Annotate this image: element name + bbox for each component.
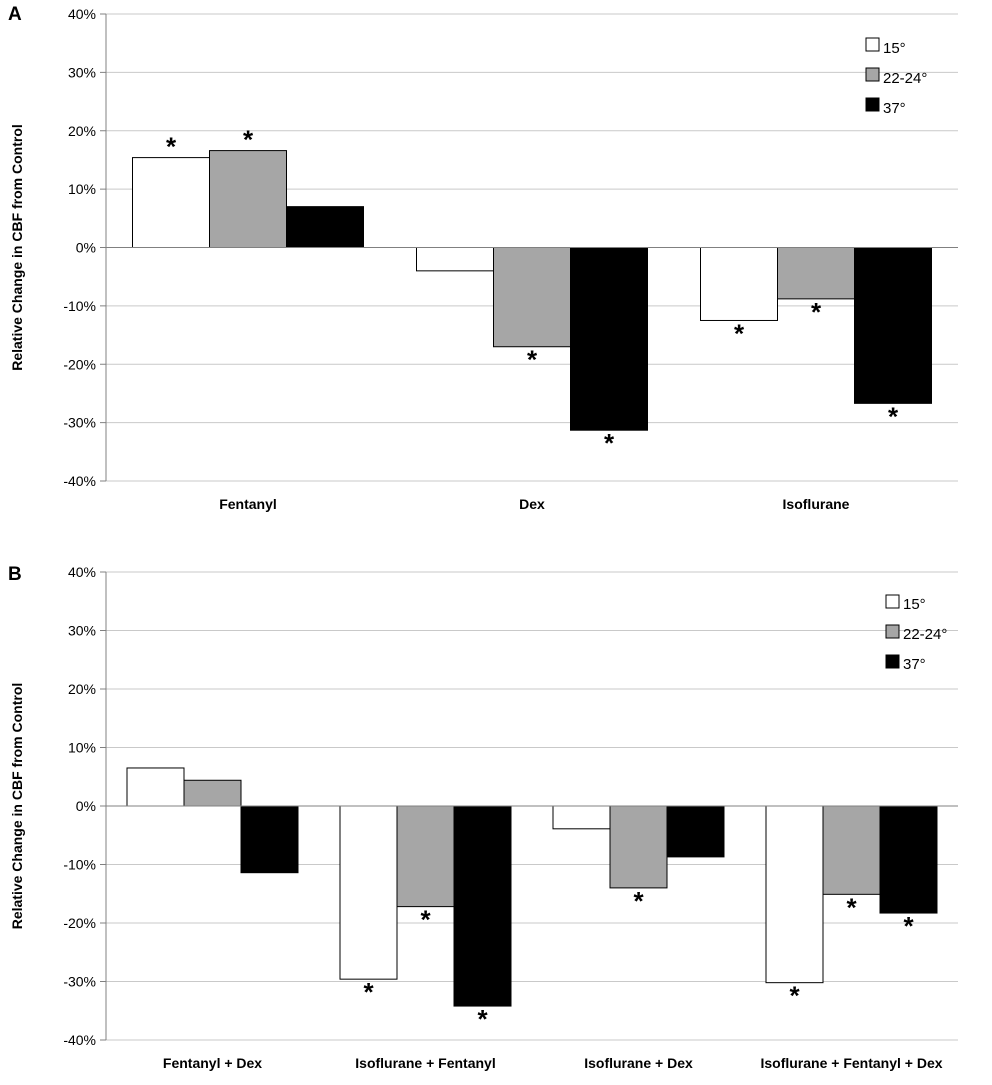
bar [240,805,299,874]
legend-label: 37° [903,656,926,673]
category-label: Dex [519,496,545,512]
bar [286,206,364,248]
legend-label: 15° [883,40,906,57]
significance-star: * [243,125,254,155]
legend-swatch [865,67,880,82]
y-tick-label: 40% [68,564,96,580]
legend-swatch [885,624,900,639]
category-label: Isoflurane + Fentanyl + Dex [760,1055,942,1071]
bar [609,805,668,889]
panel-label: A [8,4,22,25]
panel-b-chart: B 40% 30% 20% 10% 0% -10% -20% -30% -40% Relative … [8,564,958,1071]
bar [493,247,571,348]
y-tick-label: 30% [68,623,96,639]
y-tick-label: -30% [63,974,96,990]
significance-star: * [420,905,431,935]
bar [339,805,398,980]
category-label: Isoflurane [783,496,850,512]
bar [552,805,611,830]
y-tick-label: 20% [68,681,96,697]
bar [126,767,185,807]
category-label: Isoflurane + Fentanyl [355,1055,495,1071]
bar [822,805,881,895]
bar [396,805,455,908]
y-axis-label: Relative Change in CBF from Control [9,683,25,930]
legend-label: 22-24° [883,70,927,87]
y-tick-label: -30% [63,415,96,431]
legend-label: 15° [903,596,926,613]
bar [209,150,287,248]
significance-star: * [527,345,538,375]
y-tick-label: 0% [76,798,96,814]
legend-swatch [885,654,900,669]
legend-swatch [865,97,880,112]
significance-star: * [846,892,857,922]
bar [416,247,494,272]
legend-label: 22-24° [903,626,947,643]
category-label: Fentanyl [219,496,277,512]
legend-swatch [865,37,880,52]
legend-swatch [885,594,900,609]
y-tick-label: -10% [63,298,96,314]
y-tick-label: 40% [68,6,96,22]
legend-label: 37° [883,100,906,117]
bar [183,779,242,807]
y-tick-label: -40% [63,473,96,489]
y-tick-label: 30% [68,64,96,80]
bar [854,247,932,404]
significance-star: * [604,428,615,458]
category-label: Fentanyl + Dex [163,1055,262,1071]
significance-star: * [363,977,374,1007]
y-tick-label: 10% [68,740,96,756]
y-tick-label: 10% [68,181,96,197]
panel-a-chart: A 40% 30% 20% 10% 0% -10% -20% -30% -40% Relative … [8,4,958,512]
significance-star: * [166,132,177,162]
bar [666,805,725,858]
y-tick-label: 20% [68,123,96,139]
bar [700,247,778,321]
bar [777,247,855,300]
significance-star: * [811,297,822,327]
significance-star: * [903,911,914,941]
panel-label: B [8,564,22,585]
significance-star: * [734,318,745,348]
y-tick-label: -40% [63,1032,96,1048]
y-tick-label: 0% [76,240,96,256]
bar [570,247,648,431]
bar [132,157,210,248]
significance-star: * [789,981,800,1011]
significance-star: * [477,1004,488,1034]
bar [765,805,824,984]
y-axis-label: Relative Change in CBF from Control [9,124,25,371]
bar [879,805,938,914]
y-tick-label: -20% [63,915,96,931]
category-label: Isoflurane + Dex [584,1055,693,1071]
y-tick-label: -20% [63,356,96,372]
bar [453,805,512,1007]
significance-star: * [633,886,644,916]
significance-star: * [888,401,899,431]
y-tick-label: -10% [63,857,96,873]
